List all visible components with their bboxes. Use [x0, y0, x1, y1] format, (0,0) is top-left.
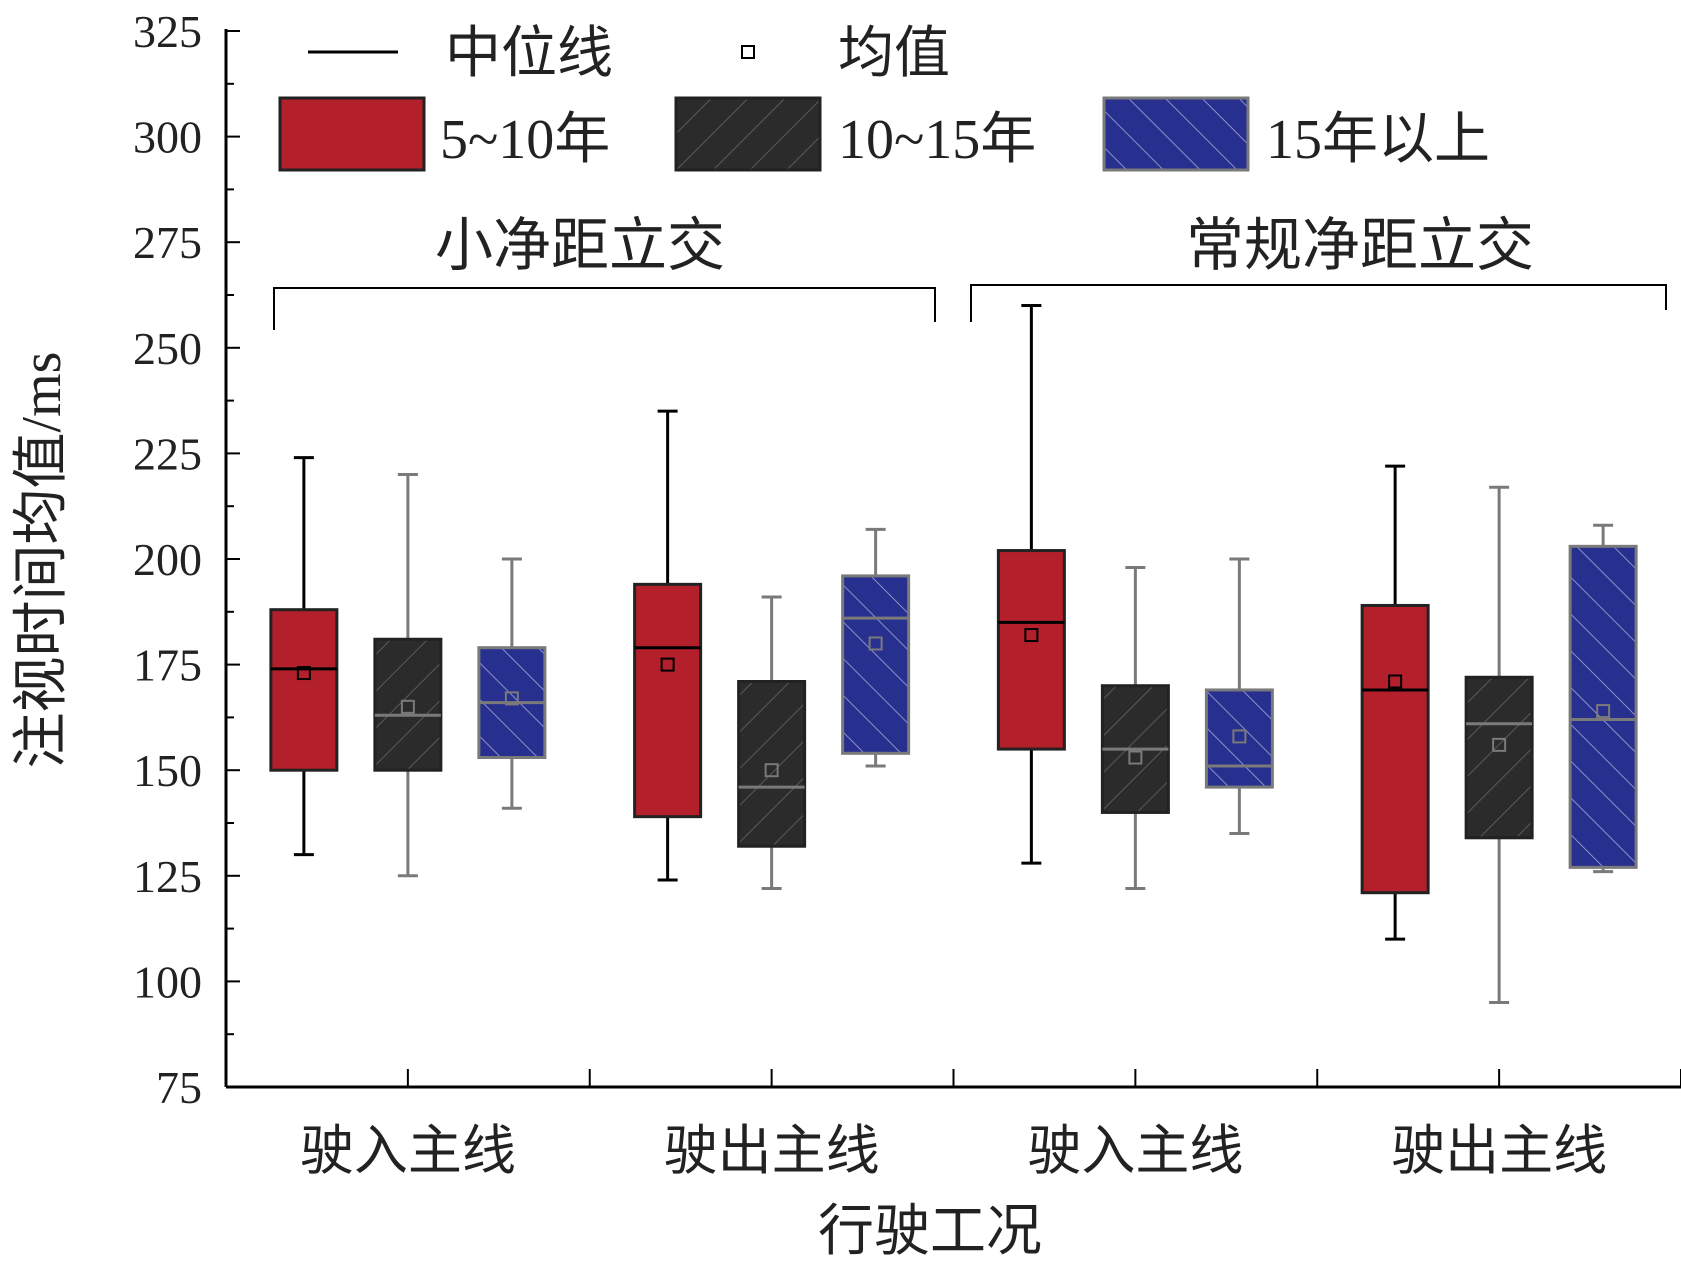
box-2-0	[477, 557, 547, 810]
box-2-1	[841, 527, 911, 768]
group-label-small: 小净距立交	[435, 213, 725, 278]
legend-label-15-plus: 15年以上	[1266, 109, 1490, 171]
mean-marker	[1492, 737, 1507, 752]
box-0-3	[1360, 464, 1430, 941]
x-tick-label: 驶出主线	[1391, 1121, 1607, 1181]
y-tick-label: 100	[133, 956, 202, 1007]
axes: 75 100 125 150 175 200 225 250 275 300 325 驶入主线 驶出主线…	[133, 6, 1681, 1181]
legend-swatch-15-plus	[1102, 96, 1250, 172]
group-bracket-small-line	[273, 287, 936, 330]
mean-marker	[1128, 750, 1143, 765]
box-0-0	[269, 456, 339, 857]
x-axis-title: 行驶工况	[818, 1201, 1042, 1263]
iqr-box	[633, 582, 703, 819]
legend-label-10-15: 10~15年	[838, 109, 1036, 171]
x-tick-label: 驶入主线	[1027, 1121, 1243, 1181]
legend-mean-label: 均值	[838, 23, 950, 85]
iqr-box	[841, 574, 911, 755]
iqr-box	[1568, 544, 1638, 869]
y-tick-label: 150	[133, 745, 202, 796]
mean-marker	[400, 699, 415, 714]
y-tick-label: 75	[156, 1062, 202, 1113]
mean-marker	[764, 763, 779, 778]
iqr-box	[1204, 688, 1274, 789]
iqr-box	[996, 549, 1066, 751]
y-tick-label: 200	[133, 534, 202, 585]
mean-marker	[504, 691, 519, 706]
box-0-2	[996, 304, 1066, 865]
box-2-2	[1204, 557, 1274, 836]
y-tick-label: 325	[133, 6, 202, 57]
mean-marker	[660, 657, 675, 672]
y-tick-label: 225	[133, 428, 202, 479]
y-tick-label: 250	[133, 323, 202, 374]
mean-marker	[1388, 674, 1403, 689]
iqr-box	[1360, 603, 1430, 895]
iqr-box	[373, 637, 443, 772]
group-label-normal: 常规净距立交	[1186, 213, 1534, 278]
legend-median-label: 中位线	[445, 23, 613, 85]
mean-marker	[1232, 729, 1247, 744]
legend-swatch-10-15	[674, 96, 822, 172]
iqr-box	[1464, 675, 1534, 840]
mean-marker	[868, 636, 883, 651]
mean-marker	[1596, 704, 1611, 719]
y-tick-label: 175	[133, 640, 202, 691]
y-tick-label: 275	[133, 217, 202, 268]
y-tick-label: 300	[133, 112, 202, 163]
group-bracket-small: 小净距立交	[273, 213, 936, 330]
y-axis-title: 注视时间均值/ms	[11, 352, 73, 769]
y-tick-label: 125	[133, 851, 202, 902]
x-tick-label: 驶入主线	[300, 1121, 516, 1181]
legend-mean-marker	[741, 45, 755, 59]
group-bracket-normal-line	[970, 284, 1667, 322]
box-2-3	[1568, 523, 1638, 874]
group-bracket-normal: 常规净距立交	[970, 213, 1667, 322]
mean-marker	[1024, 628, 1039, 643]
box-1-3	[1464, 485, 1534, 1005]
iqr-box	[269, 608, 339, 772]
box-1-2	[1100, 565, 1170, 890]
legend-swatch-5-10	[278, 96, 426, 172]
boxes	[269, 304, 1638, 1005]
legend-label-5-10: 5~10年	[440, 109, 610, 171]
legend: 中位线 均值 5~10年 10~15年 15年以上	[278, 23, 1490, 172]
box-0-1	[633, 409, 703, 882]
box-1-0	[373, 473, 443, 878]
x-tick-label: 驶出主线	[664, 1121, 880, 1181]
mean-marker	[296, 666, 311, 681]
box-1-1	[737, 595, 807, 890]
